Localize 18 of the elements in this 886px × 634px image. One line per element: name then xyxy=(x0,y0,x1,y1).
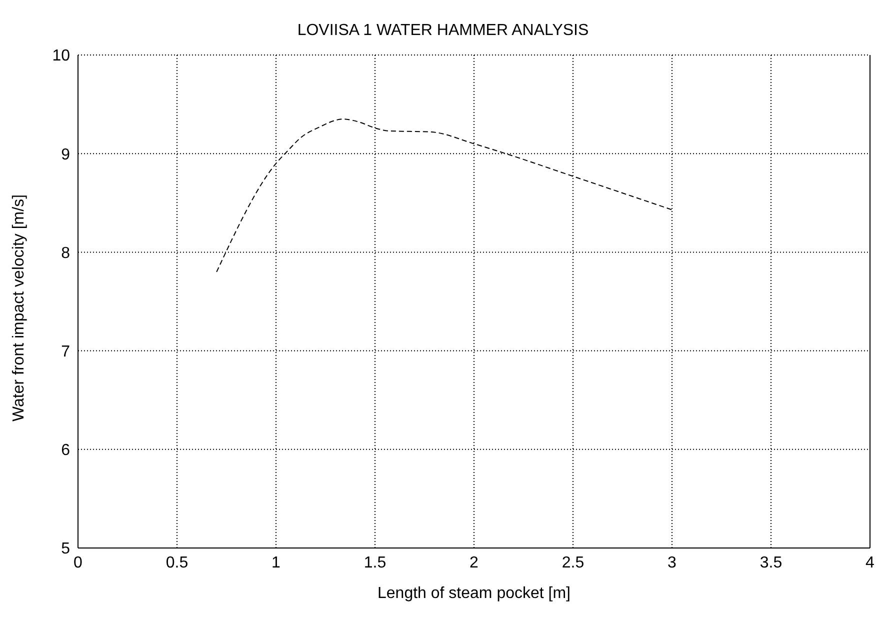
x-tick-label: 1.5 xyxy=(364,554,386,572)
chart-title: LOVIISA 1 WATER HAMMER ANALYSIS xyxy=(296,22,590,40)
x-tick-label: 1 xyxy=(272,554,281,572)
y-tick-label: 8 xyxy=(61,244,70,262)
x-tick-label: 2.5 xyxy=(562,554,584,572)
x-tick-label: 3.5 xyxy=(760,554,782,572)
y-tick-label: 9 xyxy=(61,146,70,164)
y-tick-label: 7 xyxy=(61,343,70,360)
y-axis-title: Water front impact velocity [m/s] xyxy=(10,194,28,422)
x-axis-title: Length of steam pocket [m] xyxy=(378,585,570,602)
x-tick-label: 3 xyxy=(668,554,677,572)
x-tick-label: 0 xyxy=(74,554,83,572)
y-tick-label: 6 xyxy=(61,442,70,460)
x-tick-label: 0.5 xyxy=(166,554,188,572)
y-tick-label: 10 xyxy=(52,48,70,65)
y-tick-label: 5 xyxy=(61,540,70,558)
x-tick-label: 2 xyxy=(470,554,479,572)
x-tick-label: 4 xyxy=(866,554,875,572)
